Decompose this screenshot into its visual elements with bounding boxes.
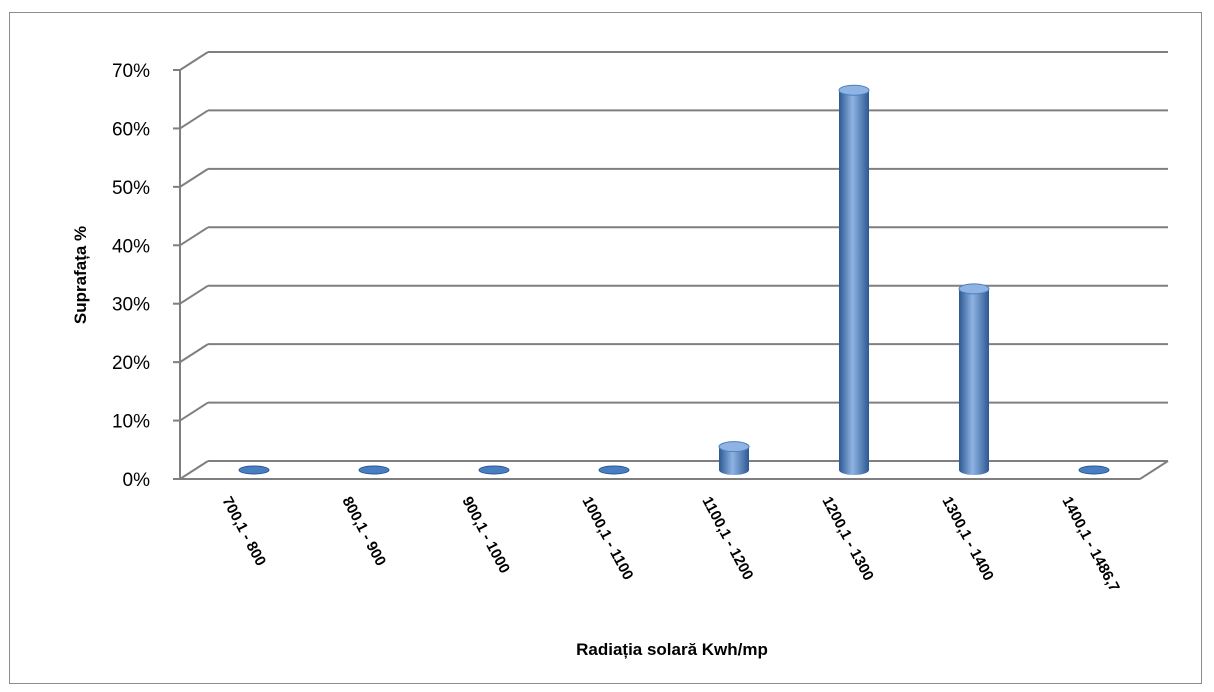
gridline-side [179, 343, 209, 363]
gridlines [179, 51, 1168, 480]
x-tick-label: 1000,1 - 1100 [578, 494, 636, 583]
y-tick-label: 0% [123, 470, 151, 491]
bar-body [839, 90, 869, 475]
gridline-side [179, 460, 209, 480]
bar-cap [718, 441, 750, 453]
x-tick-label: 700,1 - 800 [218, 494, 269, 569]
gridline-side [179, 109, 209, 130]
bar-body [719, 446, 749, 475]
bar [358, 465, 390, 475]
bar [958, 283, 990, 475]
x-tick-label: 900,1 - 1000 [458, 494, 513, 576]
x-tick-labels: 700,1 - 800 800,1 - 900 900,1 - 1000 1000,1… [218, 494, 1122, 595]
y-tick-label: 40% [112, 236, 150, 257]
bar-cap [958, 283, 990, 295]
y-axis-title: Suprafața % [71, 226, 90, 324]
bar [838, 84, 870, 475]
y-tick-label: 10% [112, 412, 150, 433]
x-tick-label: 1300,1 - 1400 [938, 494, 996, 584]
axes [173, 69, 1169, 480]
bar-cap [238, 465, 270, 475]
gridline-side [179, 51, 209, 71]
floor-edge [1139, 460, 1169, 480]
y-tick-label: 50% [112, 178, 150, 199]
x-axis-title: Radiația solară Kwh/mp [576, 640, 768, 659]
y-tick-label: 70% [112, 61, 150, 82]
bar [1078, 465, 1110, 475]
y-tick-label: 20% [112, 353, 150, 374]
gridline-side [179, 401, 209, 422]
x-tick-label: 1200,1 - 1300 [818, 494, 876, 584]
x-tick-label: 1100,1 - 1200 [698, 494, 756, 583]
gridline-side [179, 168, 209, 188]
bar [478, 465, 510, 475]
chart-frame [9, 12, 1202, 684]
bar [718, 441, 750, 475]
y-tick-label: 30% [112, 295, 150, 316]
gridline-side [179, 226, 209, 247]
gridline-side [179, 284, 209, 305]
y-tick-label: 60% [112, 119, 150, 140]
bars [238, 84, 1110, 475]
bar-cap [1078, 465, 1110, 475]
bar-cap [838, 84, 870, 96]
x-tick-label: 1400,1 - 1486,7 [1058, 494, 1122, 595]
bar [598, 465, 630, 475]
x-tick-label: 800,1 - 900 [338, 494, 389, 569]
bar-cap [478, 465, 510, 475]
bar-body [959, 288, 989, 475]
bar-cap [358, 465, 390, 475]
bar-cap [598, 465, 630, 475]
y-tick-labels: 0% 10% 20% 30% 40% 50% 60% 70% [112, 61, 150, 491]
bar [238, 465, 270, 475]
